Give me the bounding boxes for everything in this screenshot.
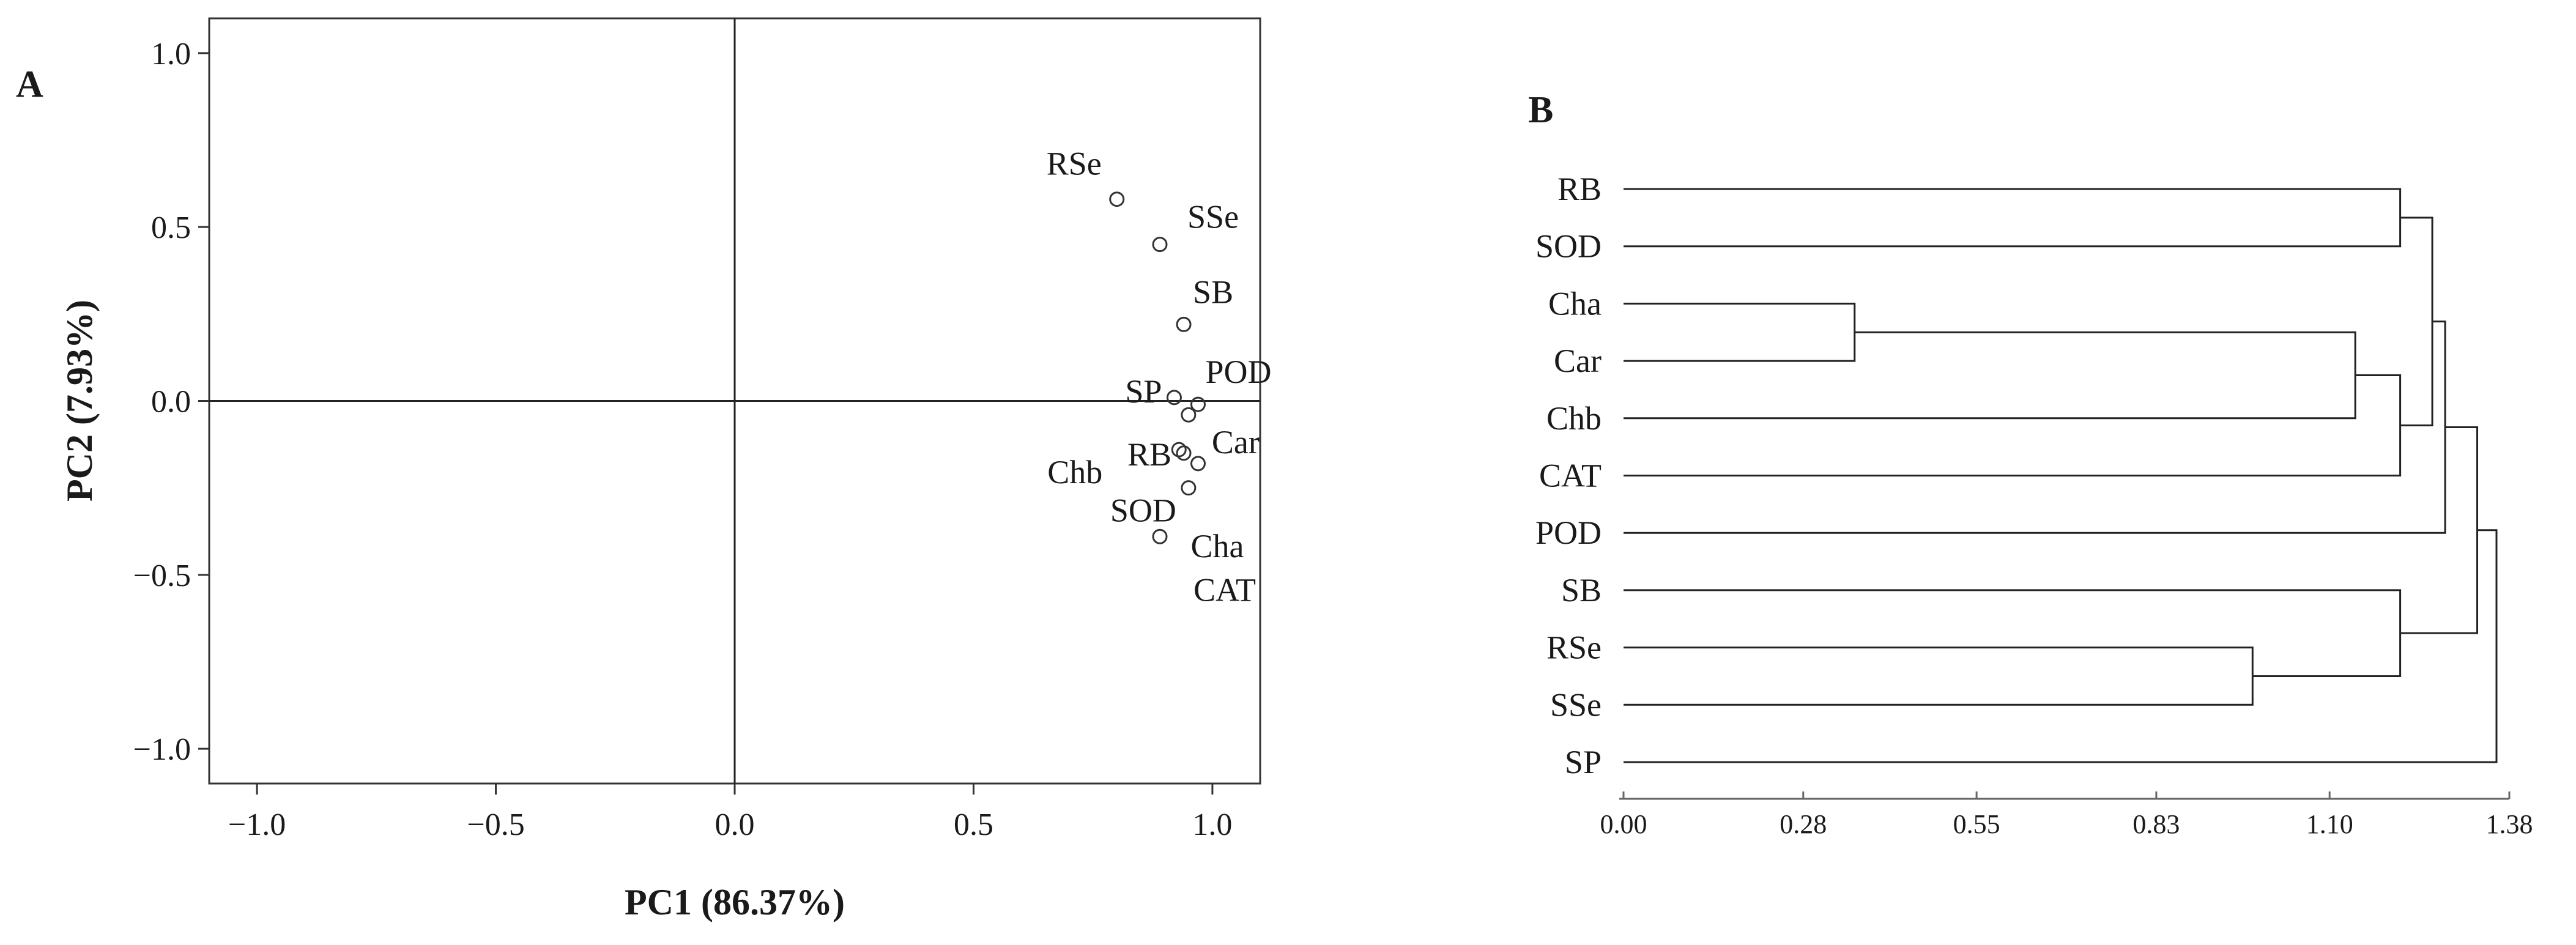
pca-y-tick-label: 1.0 [151,37,191,72]
pca-point-pod [1190,396,1206,412]
pca-point-sp [1166,390,1182,406]
pca-point-cha [1190,456,1206,472]
pca-y-tick-label: −1.0 [133,732,191,767]
pca-point-label-car: Car [1212,424,1260,461]
dendrogram-leaf-label-sb: SB [1561,572,1602,609]
pca-point-rb [1176,445,1192,461]
pca-x-tick-label: −0.5 [467,807,524,842]
pca-y-axis: 1.0 0.5 0.0 −0.5 −1.0 [133,37,209,767]
panel-b-letter: B [1528,89,1553,131]
pca-scatter-plot: −1.0 −0.5 0.0 0.5 1.0 1.0 0.5 0.0 −0.5 −1.0 RSe S… [59,17,1272,922]
dendrogram-leaf-label-sod: SOD [1535,228,1602,265]
dendrogram-branch-n9 [2400,426,2479,634]
dendrogram-branch-n8 [1624,321,2446,534]
dendrogram-x-tick-label: 1.38 [2486,809,2533,839]
pca-point-label-cha: Cha [1190,528,1244,565]
dendrogram-x-tick-label: 1.10 [2306,809,2353,839]
dendrogram-x-axis: 0.00 0.28 0.55 0.83 1.10 1.38 [1600,791,2533,839]
pca-y-tick-label: −0.5 [133,558,191,593]
pca-x-axis: −1.0 −0.5 0.0 0.5 1.0 [228,784,1232,842]
dendrogram-leaf-label-rb: RB [1557,171,1602,207]
pca-x-tick-label: 0.5 [954,807,993,842]
dendrogram-x-tick-label: 0.28 [1780,809,1827,839]
dendrogram-branch-n5 [1624,374,2402,476]
dendrogram-branch-n7 [2400,217,2433,427]
pca-y-axis-title: PC2 (7.93%) [59,300,100,502]
pca-point-sb [1176,316,1192,332]
pca-x-tick-label: 1.0 [1192,807,1232,842]
pca-point-car [1181,407,1197,423]
pca-point-rse [1109,191,1125,207]
dendrogram-branch-n3 [1624,331,2356,420]
pca-x-axis-title: PC1 (86.37%) [625,882,845,922]
dendrogram-leaf-label-sse: SSe [1550,686,1602,723]
pca-y-tick-label: 0.5 [151,210,191,245]
pca-point-label-rse: RSe [1047,146,1102,182]
pca-y-tick-label: 0.0 [151,385,191,420]
dendrogram-branch-n6 [1624,589,2402,677]
pca-point-label-sod: SOD [1110,492,1176,529]
pca-point-label-sse: SSe [1187,199,1239,235]
pca-point-label-sb: SB [1193,273,1233,310]
pca-x-tick-label: −1.0 [228,807,286,842]
dendrogram-leaf-label-cat: CAT [1539,458,1602,494]
pca-x-tick-label: 0.0 [715,807,755,842]
dendrogram-leaf-label-cha: Cha [1548,285,1602,322]
dendrogram-x-tick-label: 0.55 [1953,809,2000,839]
dendrogram-branch-n10 [1624,529,2498,763]
pca-point-label-cat: CAT [1193,571,1256,608]
dendrogram-x-tick-label: 0.83 [2132,809,2180,839]
pca-point-label-pod: POD [1205,354,1271,390]
dendrogram-branch-n2 [1624,647,2254,706]
pca-point-label-chb: Chb [1047,454,1102,491]
pca-point-sod [1181,480,1197,496]
pca-point-chb [1171,442,1187,458]
dendrogram-branch-n1 [1624,302,1856,362]
dendrogram-leaf-label-pod: POD [1535,514,1602,551]
dendrogram-x-tick-label: 0.00 [1600,809,1647,839]
pca-point-cat [1152,528,1168,544]
pca-point-sse [1152,237,1168,253]
dendrogram-leaf-label-chb: Chb [1546,400,1602,437]
pca-point-label-rb: RB [1127,436,1171,473]
dendrogram-leaf-label-rse: RSe [1546,629,1602,666]
pca-points [1109,191,1206,544]
dendrogram-leaf-labels: RB SOD Cha Car Chb CAT POD SB RSe SSe SP [1535,171,1602,780]
dendrogram-branch-n4 [1624,188,2402,248]
pca-point-label-sp: SP [1125,373,1162,410]
pca-point-labels: RSe SSe SB SP POD Car Chb RB Cha SOD CAT [1047,146,1272,609]
panel-a-letter: A [16,64,43,105]
dendrogram-leaf-label-car: Car [1554,343,1602,379]
dendrogram-branches [1624,188,2498,763]
dendrogram-leaf-label-sp: SP [1565,744,1602,780]
